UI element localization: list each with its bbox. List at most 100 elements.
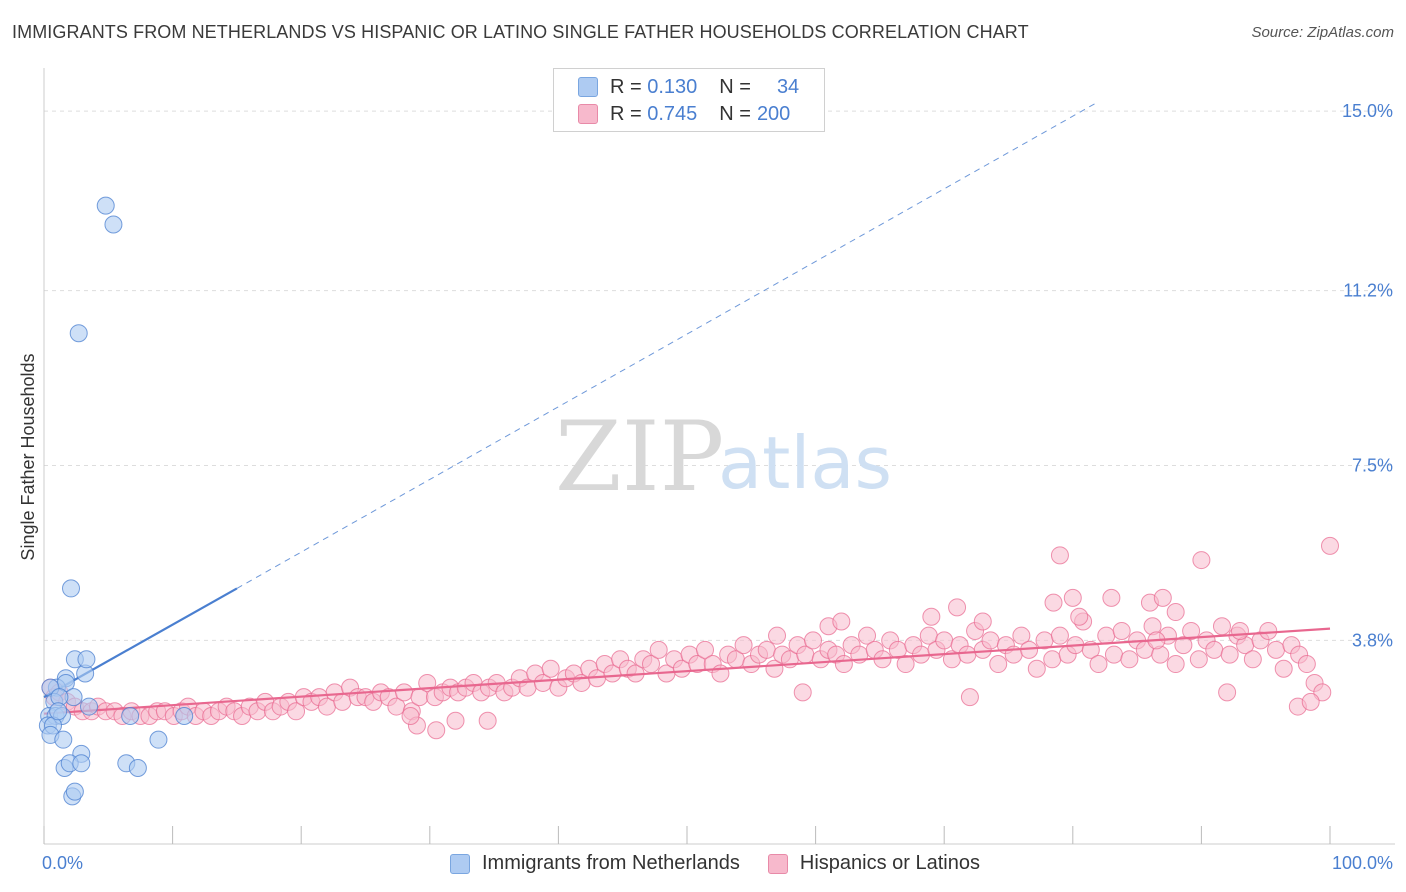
data-point-hispanics [757, 640, 776, 659]
legend-row-hispanics: R = 0.745 N = 200 [578, 101, 790, 127]
points-netherlands [38, 196, 194, 806]
data-point-hispanics [981, 631, 1000, 650]
data-point-netherlands [69, 324, 88, 343]
data-point-hispanics [696, 640, 715, 659]
chart-title: IMMIGRANTS FROM NETHERLANDS VS HISPANIC … [12, 22, 1029, 42]
legend-swatch-pink [578, 104, 598, 124]
legend-r-label: R = [610, 102, 642, 125]
data-point-hispanics [478, 711, 497, 730]
series-label-netherlands: Immigrants from Netherlands [482, 852, 740, 874]
trend-lines [43, 101, 1331, 715]
trend-line-netherlands-extension [236, 101, 1099, 589]
data-point-hispanics [1097, 626, 1116, 645]
data-point-hispanics [734, 636, 753, 655]
series-swatch-pink [767, 853, 788, 874]
grid-lines [44, 110, 1395, 641]
y-axis-label: Single Father Households [18, 353, 38, 560]
data-point-hispanics [1120, 650, 1139, 669]
legend-n-label: N = [719, 102, 751, 125]
data-point-hispanics [1104, 645, 1123, 664]
data-point-hispanics [1218, 683, 1237, 702]
data-point-hispanics [287, 702, 306, 721]
data-point-hispanics [1321, 536, 1339, 555]
data-point-hispanics [1043, 650, 1062, 669]
watermark-zip: ZIP [555, 401, 724, 513]
data-point-hispanics [1230, 621, 1249, 640]
data-point-hispanics [858, 626, 877, 645]
data-point-netherlands [65, 782, 84, 801]
y-tick-label: 11.2% [1343, 281, 1393, 301]
data-point-hispanics [1205, 640, 1224, 659]
legend-row-netherlands: R = 0.130 N = 34 [578, 74, 799, 100]
data-point-hispanics [1266, 640, 1285, 659]
data-point-hispanics [1182, 621, 1201, 640]
y-tick-label: 7.5% [1352, 456, 1393, 476]
series-swatch-blue [450, 853, 470, 874]
data-point-hispanics [1174, 636, 1193, 655]
data-point-hispanics [1243, 650, 1262, 669]
data-point-hispanics [1012, 626, 1031, 645]
data-point-hispanics [922, 607, 941, 626]
watermark-atlas: atlas [718, 421, 892, 505]
series-label-hispanics: Hispanics or Latinos [799, 852, 980, 874]
correlation-legend: R = 0.130 N = 34 R = 0.745 N = 200 [553, 68, 825, 132]
data-point-netherlands [72, 754, 91, 773]
data-point-netherlands [54, 730, 73, 749]
legend-r-label: R = [610, 75, 642, 98]
data-point-hispanics [1259, 621, 1278, 640]
data-point-hispanics [1166, 655, 1185, 674]
data-point-netherlands [77, 650, 96, 669]
x-tick-labels: 0.0% 100.0% [42, 853, 1393, 873]
data-point-netherlands [149, 730, 168, 749]
data-point-netherlands [80, 697, 99, 716]
data-point-netherlands [104, 215, 123, 234]
data-point-hispanics [1050, 546, 1069, 565]
series-legend-netherlands[interactable]: Immigrants from Netherlands [450, 852, 740, 875]
data-point-netherlands [128, 759, 147, 778]
data-point-hispanics [1050, 626, 1069, 645]
legend-r-value: 0.745 [647, 102, 698, 125]
data-point-hispanics [541, 659, 560, 678]
data-point-netherlands [49, 702, 68, 721]
points-hispanics [41, 536, 1339, 740]
data-point-hispanics [1102, 588, 1121, 607]
data-point-hispanics [1192, 551, 1211, 570]
data-point-hispanics [401, 707, 420, 726]
legend-n-value: 34 [776, 75, 800, 98]
data-point-hispanics [446, 711, 465, 730]
data-point-hispanics [832, 612, 851, 631]
legend-swatch-blue [578, 77, 598, 97]
data-point-hispanics [1166, 603, 1185, 622]
data-point-hispanics [958, 645, 977, 664]
x-tick-label: 0.0% [42, 853, 83, 873]
data-point-hispanics [989, 655, 1008, 674]
x-tick-label: 100.0% [1332, 853, 1393, 873]
data-point-hispanics [948, 598, 967, 617]
data-point-hispanics [1089, 655, 1108, 674]
source-label: Source: ZipAtlas.com [1251, 24, 1394, 41]
data-point-hispanics [896, 655, 915, 674]
data-point-hispanics [804, 631, 823, 650]
trend-line-netherlands [43, 587, 238, 699]
data-point-hispanics [1189, 650, 1208, 669]
series-legend-hispanics[interactable]: Hispanics or Latinos [767, 852, 980, 875]
trend-line-hispanics [43, 627, 1331, 715]
series-legend: Immigrants from Netherlands Hispanics or… [450, 852, 1008, 875]
legend-n-label: N = [719, 75, 751, 98]
data-point-hispanics [1220, 645, 1239, 664]
y-tick-label: 15.0% [1342, 101, 1393, 121]
data-point-hispanics [1044, 593, 1063, 612]
data-point-hispanics [1063, 588, 1082, 607]
data-point-hispanics [1301, 692, 1320, 711]
data-point-hispanics [1153, 588, 1172, 607]
data-point-hispanics [1027, 659, 1046, 678]
data-point-netherlands [121, 707, 140, 726]
data-point-hispanics [768, 626, 787, 645]
data-point-hispanics [1112, 621, 1131, 640]
data-point-hispanics [834, 655, 853, 674]
data-point-hispanics [960, 688, 979, 707]
legend-n-value: 200 [756, 102, 791, 125]
data-point-netherlands [96, 196, 115, 215]
data-point-hispanics [395, 683, 414, 702]
